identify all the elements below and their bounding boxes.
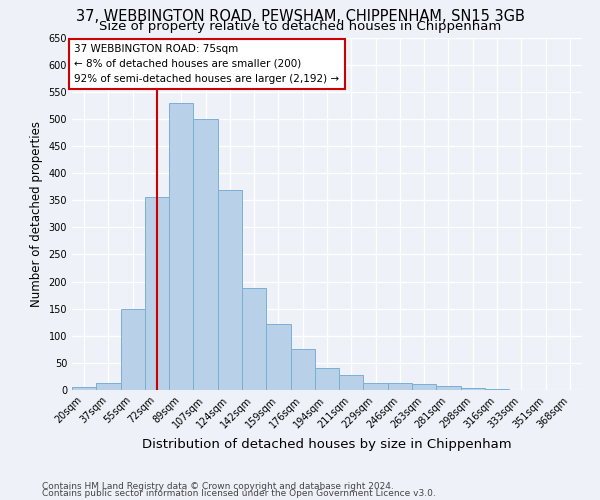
Bar (266, 324, 290, 390)
Bar (169, 102, 193, 390)
Text: Contains public sector information licensed under the Open Government Licence v3: Contains public sector information licen… (42, 489, 436, 498)
Bar (412, 384, 436, 390)
Text: Size of property relative to detached houses in Chippenham: Size of property relative to detached ho… (99, 20, 501, 33)
Text: 37 WEBBINGTON ROAD: 75sqm
← 8% of detached houses are smaller (200)
92% of semi-: 37 WEBBINGTON ROAD: 75sqm ← 8% of detach… (74, 44, 340, 84)
Bar (461, 388, 485, 390)
Bar (193, 119, 218, 390)
X-axis label: Distribution of detached houses by size in Chippenham: Distribution of detached houses by size … (142, 438, 512, 451)
Bar (364, 384, 388, 390)
Bar (339, 376, 364, 390)
Bar (242, 288, 266, 390)
Bar (315, 368, 339, 390)
Text: 37, WEBBINGTON ROAD, PEWSHAM, CHIPPENHAM, SN15 3GB: 37, WEBBINGTON ROAD, PEWSHAM, CHIPPENHAM… (76, 9, 524, 24)
Bar (218, 190, 242, 390)
Bar (96, 384, 121, 390)
Bar (145, 198, 169, 390)
Bar (290, 349, 315, 390)
Text: Contains HM Land Registry data © Crown copyright and database right 2024.: Contains HM Land Registry data © Crown c… (42, 482, 394, 491)
Bar (72, 388, 96, 390)
Y-axis label: Number of detached properties: Number of detached properties (30, 120, 43, 306)
Bar (436, 386, 461, 390)
Bar (121, 308, 145, 390)
Bar (388, 383, 412, 390)
